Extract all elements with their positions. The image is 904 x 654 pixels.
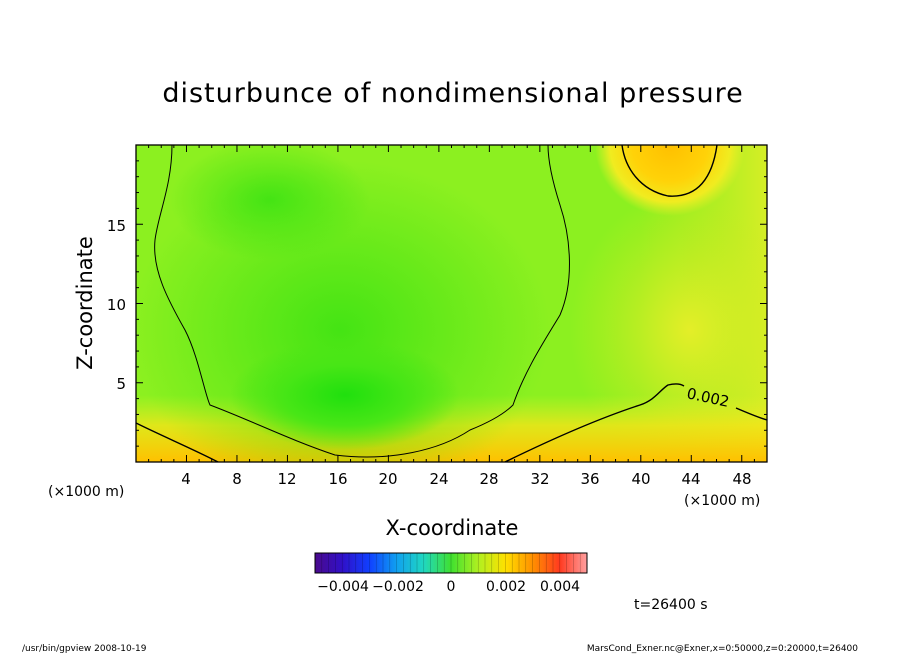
time-label: t=26400 s (634, 597, 708, 613)
x-tick-label: 20 (378, 470, 397, 488)
x-tick-labels: 4 8 12 16 20 24 28 32 36 40 44 48 (181, 470, 751, 488)
chart-title: disturbunce of nondimensional pressure (162, 78, 743, 109)
colorbar-bands (321, 553, 581, 573)
x-tick-label: 28 (479, 470, 498, 488)
colorbar-tick-labels: −0.004 −0.002 0 0.002 0.004 (317, 579, 580, 595)
x-tick-label: 24 (429, 470, 448, 488)
contour-line-inner (154, 145, 570, 458)
x-tick-label: 32 (530, 470, 549, 488)
colorbar-tick-label: 0.002 (486, 579, 526, 595)
x-unit-label-left: (×1000 m) (48, 484, 124, 500)
contour-line-lower-left (136, 422, 219, 462)
x-tick-label: 44 (681, 470, 700, 488)
x-tick-label: 16 (328, 470, 347, 488)
contour-line-0.002 (504, 383, 767, 462)
y-tick-label: 5 (116, 375, 126, 393)
y-tick-label: 15 (107, 217, 126, 235)
colorbar (314, 552, 588, 574)
x-tick-label: 36 (580, 470, 599, 488)
x-tick-label: 4 (181, 470, 191, 488)
x-tick-label: 48 (732, 470, 751, 488)
heatmap-field (136, 145, 767, 462)
colorbar-tick-label: −0.004 (317, 579, 369, 595)
x-tick-label: 12 (277, 470, 296, 488)
x-tick-label: 40 (631, 470, 650, 488)
colorbar-tick-label: 0 (447, 579, 456, 595)
y-tick-labels: 5 10 15 (107, 217, 126, 393)
tick-marks (136, 145, 767, 462)
colorbar-tick-label: −0.002 (372, 579, 424, 595)
x-tick-label: 8 (232, 470, 242, 488)
x-unit-label-right: (×1000 m) (684, 493, 760, 509)
contour-line-top-right (621, 145, 718, 197)
colorbar-gradient (315, 553, 587, 573)
y-tick-label: 10 (107, 296, 126, 314)
colorbar-tick-label: 0.004 (540, 579, 580, 595)
footer-left: /usr/bin/gpview 2008-10-19 (22, 644, 147, 654)
y-axis-label: Z-coordinate (73, 236, 97, 370)
footer-right: MarsCond_Exner.nc@Exner,x=0:50000,z=0:20… (587, 644, 858, 654)
x-axis-label: X-coordinate (386, 516, 519, 540)
